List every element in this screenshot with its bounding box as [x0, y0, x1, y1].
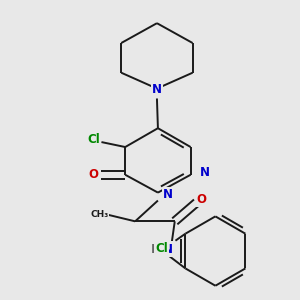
Text: N: N	[200, 166, 209, 179]
Text: CH₃: CH₃	[90, 210, 109, 219]
Text: O: O	[196, 193, 206, 206]
Text: Cl: Cl	[87, 133, 100, 146]
Text: N: N	[163, 243, 173, 256]
Text: H: H	[151, 243, 161, 256]
Text: Cl: Cl	[155, 242, 168, 255]
Text: N: N	[163, 188, 173, 201]
Text: N: N	[152, 83, 162, 96]
Text: O: O	[88, 168, 98, 181]
